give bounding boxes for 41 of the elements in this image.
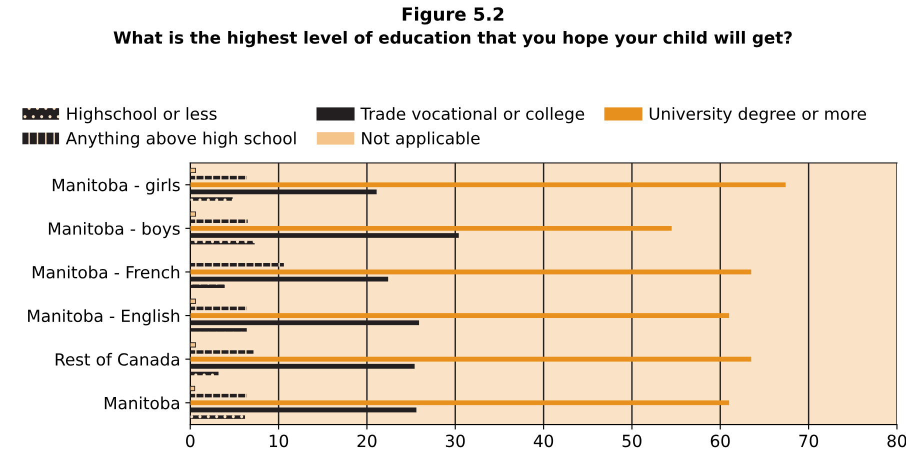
y-tick-label: Manitoba - boys [48, 222, 180, 238]
legend-label: University degree or more [650, 107, 866, 124]
bar [190, 313, 730, 318]
bar [190, 400, 730, 406]
x-tick-label: 80 [887, 434, 906, 448]
legend-label: Not applicable [362, 132, 480, 148]
y-tick-label: Manitoba - French [32, 266, 180, 279]
bar [190, 263, 284, 267]
bar [190, 168, 196, 174]
x-tick-label: 40 [534, 434, 554, 448]
y-tick-label: Manitoba - English [28, 309, 180, 326]
bar [190, 284, 225, 288]
y-tick-label: Rest of Canada [56, 352, 180, 366]
y-tick-label: Manitoba - girls [52, 178, 180, 195]
bar [190, 356, 752, 362]
bar [190, 182, 786, 188]
legend-label: Highschool or less [67, 107, 217, 124]
bar [190, 270, 752, 274]
bar [190, 176, 247, 180]
chart-subtitle: What is the highest level of education that you hope your child will get? [114, 30, 792, 48]
bar [190, 342, 196, 348]
x-tick-label: 60 [710, 434, 730, 448]
x-tick-label: 20 [358, 434, 376, 448]
bar [190, 211, 196, 217]
x-tick-label: 70 [799, 434, 818, 448]
x-tick-label: 10 [270, 434, 288, 448]
bar [190, 386, 196, 392]
bar [190, 226, 672, 231]
legend-label: Trade vocational or college [360, 107, 584, 124]
bar [190, 240, 255, 244]
bar [190, 298, 196, 304]
chart-title: Figure 5.2 [402, 6, 504, 25]
bar [190, 219, 248, 223]
bar [190, 350, 254, 354]
x-tick-label: 50 [622, 434, 642, 448]
y-tick-label: Manitoba [104, 396, 180, 410]
x-tick-label: 0 [186, 434, 194, 448]
bar [190, 197, 233, 201]
x-tick-label: 30 [446, 434, 465, 448]
legend-label: Anything above high school [66, 132, 296, 148]
bar [190, 372, 219, 376]
